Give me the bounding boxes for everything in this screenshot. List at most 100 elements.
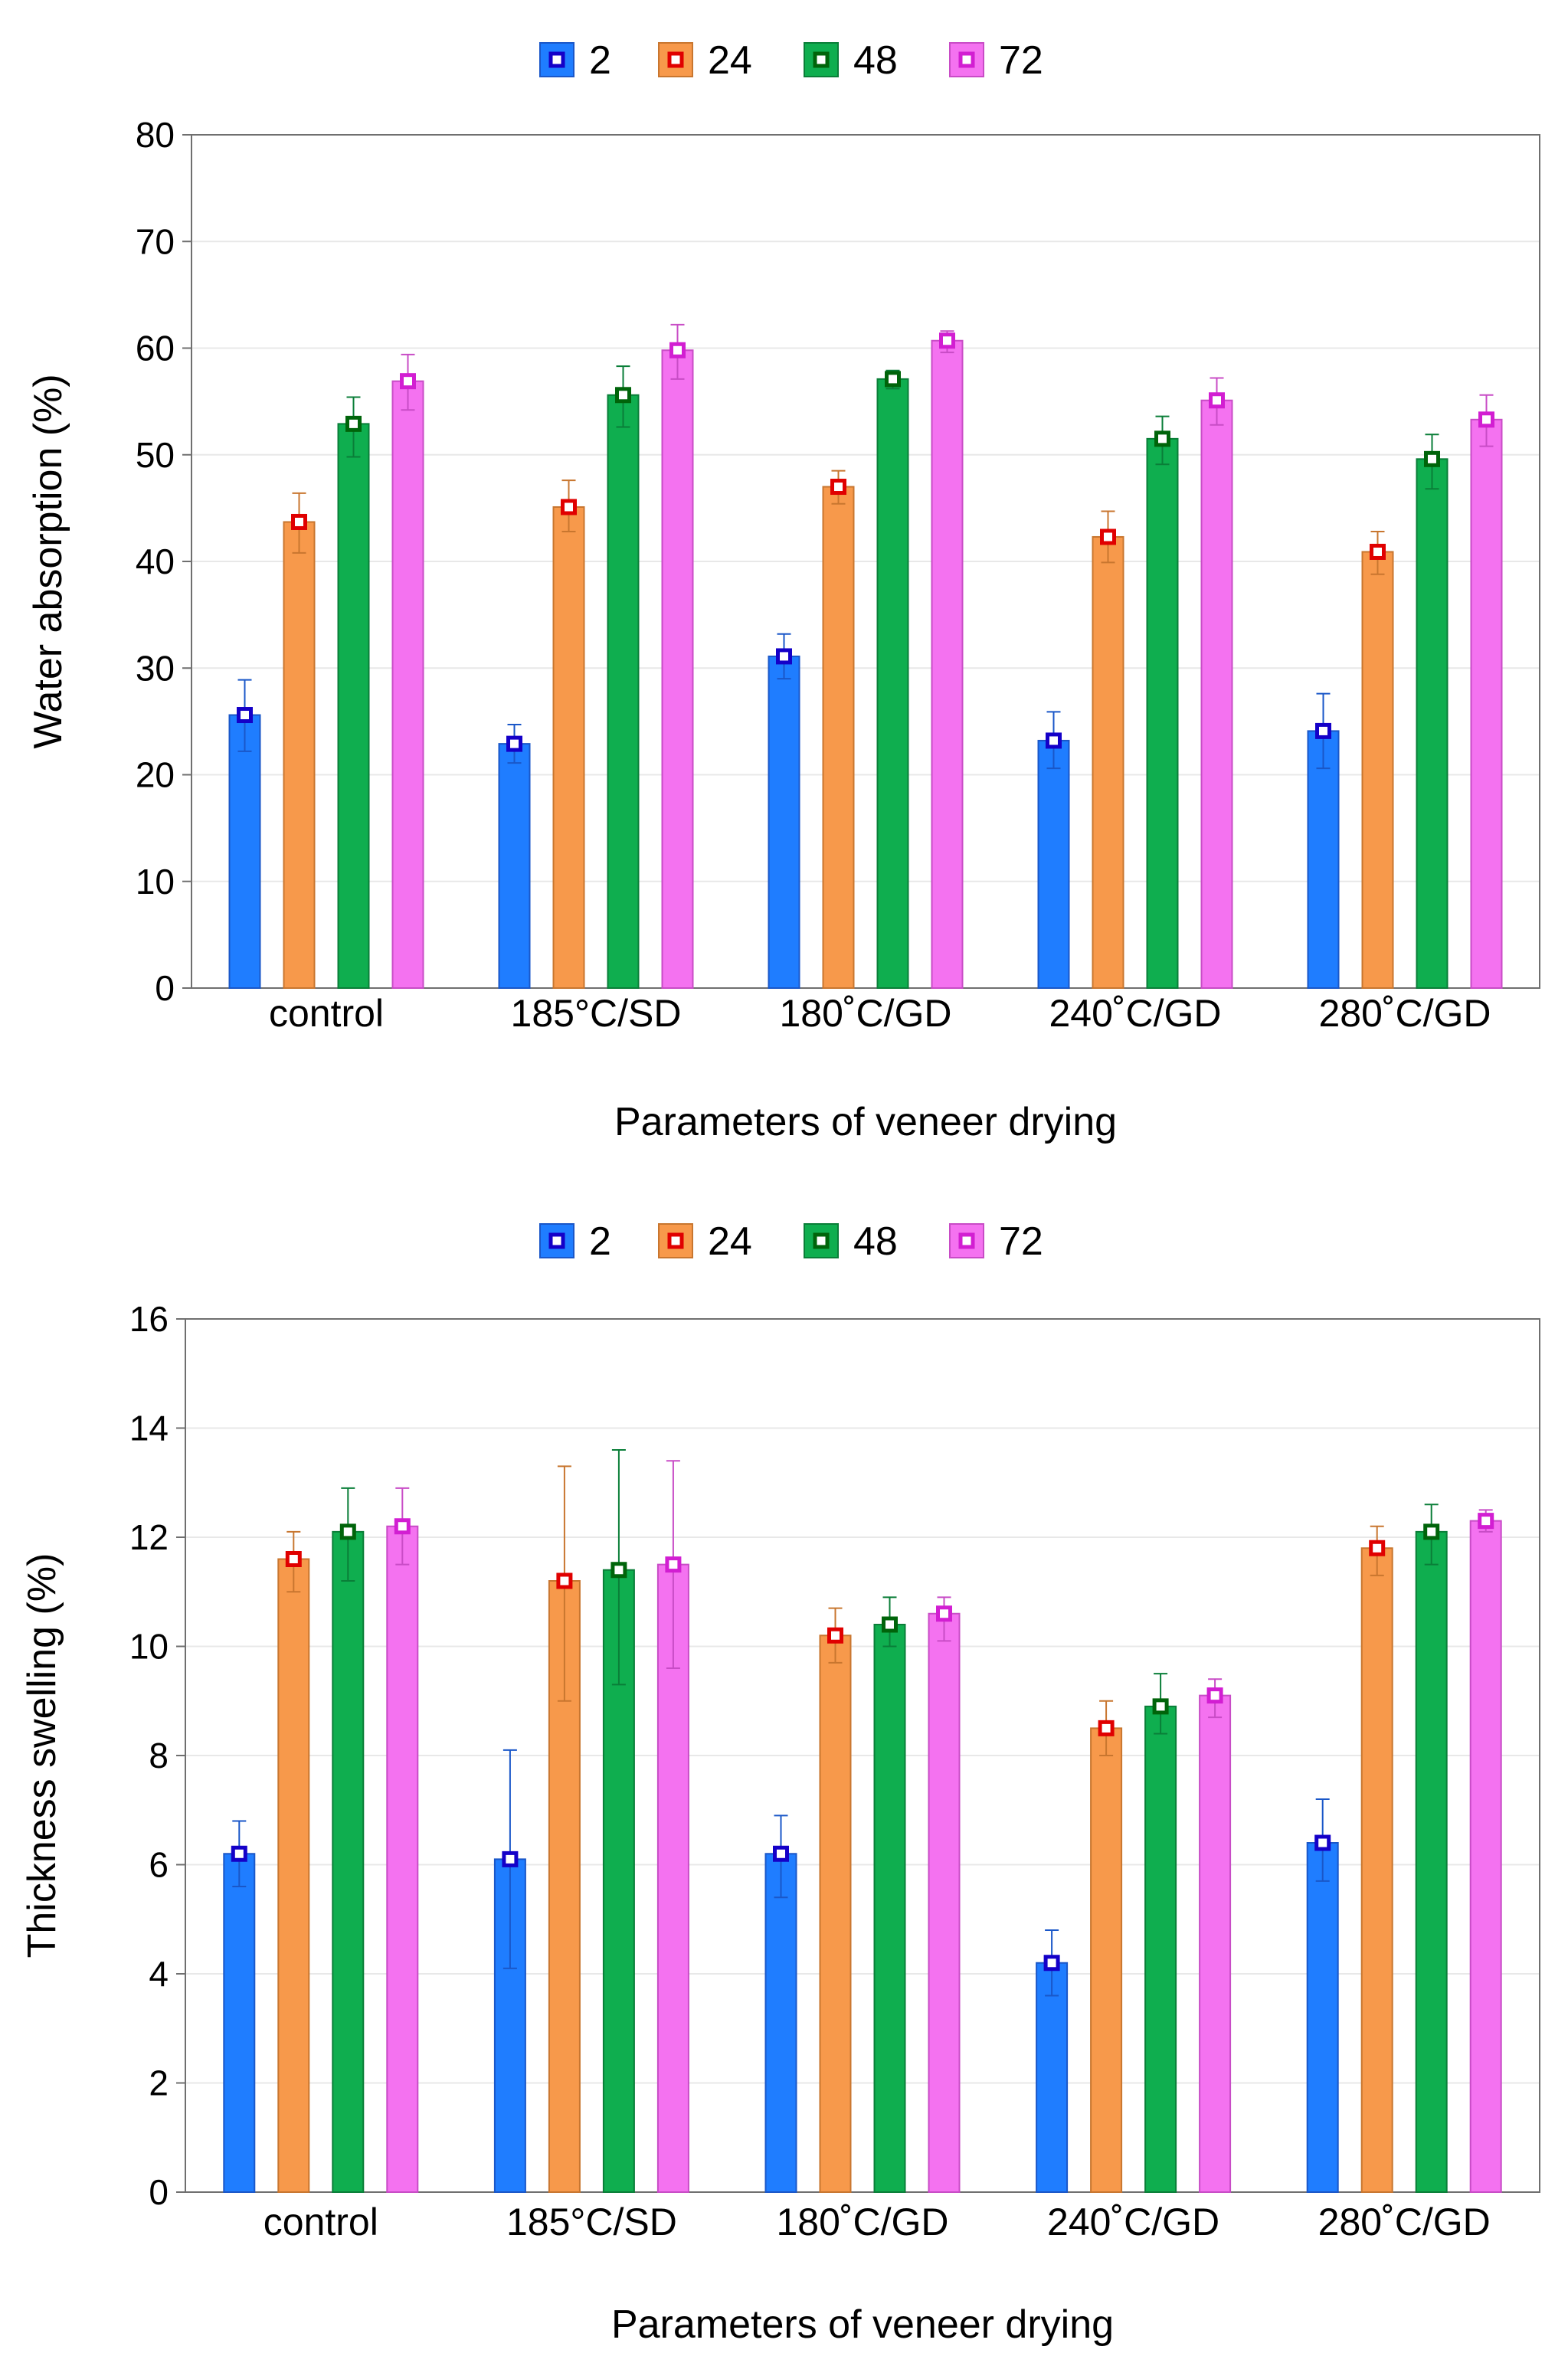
- mean-marker: [400, 373, 416, 390]
- legend-marker: [548, 51, 565, 68]
- y-tick-label: 10: [136, 862, 175, 902]
- x-tick-label: 240˚C/GD: [1049, 992, 1221, 1035]
- bar: [1199, 1694, 1232, 2193]
- mean-marker: [506, 735, 522, 752]
- y-tick-label: 12: [129, 1517, 169, 1557]
- y-axis-title: Water absorption (%): [26, 374, 70, 748]
- y-axis-title: Thickness swelling (%): [20, 1553, 64, 1959]
- x-tick-label: 185°C/SD: [506, 2201, 677, 2243]
- mean-marker: [561, 499, 577, 515]
- mean-marker: [1478, 1513, 1494, 1530]
- x-tick-label: 280˚C/GD: [1318, 992, 1491, 1035]
- y-tick-label: 20: [136, 755, 175, 795]
- mean-marker: [339, 1523, 356, 1540]
- bar: [764, 1853, 797, 2193]
- plot-frame: [191, 134, 1540, 989]
- mean-marker: [1370, 543, 1386, 560]
- mean-marker: [1314, 1834, 1331, 1851]
- y-tick-label: 30: [136, 648, 175, 688]
- mean-marker: [1369, 1540, 1386, 1556]
- y-tick-label: 14: [129, 1409, 169, 1448]
- legend-label: 72: [999, 1219, 1043, 1264]
- bar: [1146, 437, 1179, 989]
- bar: [1416, 458, 1449, 989]
- legend-label: 24: [708, 1219, 752, 1264]
- mean-marker: [1423, 1523, 1440, 1540]
- mean-marker: [1100, 528, 1116, 545]
- mean-marker: [1206, 1687, 1223, 1704]
- mean-marker: [345, 415, 362, 432]
- mean-marker: [1209, 392, 1225, 409]
- y-tick-label: 6: [149, 1845, 169, 1885]
- legend-marker: [958, 1232, 975, 1249]
- bar: [1360, 1547, 1393, 2193]
- bar: [822, 486, 855, 989]
- bar: [928, 1612, 961, 2193]
- bar: [332, 1530, 365, 2193]
- bar: [1470, 418, 1503, 989]
- y-tick-label: 40: [136, 542, 175, 581]
- mean-marker: [1478, 411, 1494, 428]
- mean-marker: [231, 1845, 247, 1862]
- x-tick-label: 280˚C/GD: [1318, 2201, 1491, 2243]
- mean-marker: [556, 1572, 573, 1589]
- x-tick-label: 180˚C/GD: [776, 2201, 948, 2243]
- y-tick-label: 2: [149, 2063, 169, 2103]
- y-tick-label: 70: [136, 221, 175, 261]
- y-tick-label: 10: [129, 1627, 169, 1667]
- legend-marker: [813, 51, 830, 68]
- mean-marker: [665, 1556, 682, 1573]
- bar: [283, 521, 316, 989]
- x-axis-title: Parameters of veneer drying: [614, 1100, 1117, 1144]
- bar: [1200, 399, 1233, 989]
- bar: [661, 349, 694, 990]
- bar: [223, 1853, 256, 2193]
- y-tick-label: 16: [129, 1299, 169, 1339]
- bar: [1415, 1530, 1448, 2193]
- x-tick-label: control: [269, 992, 384, 1035]
- bar: [277, 1558, 310, 2193]
- mean-marker: [615, 387, 631, 404]
- bar: [1092, 535, 1124, 989]
- x-tick-label: 240˚C/GD: [1047, 2201, 1219, 2243]
- bar: [228, 714, 261, 990]
- mean-marker: [830, 479, 846, 496]
- bar: [1037, 739, 1070, 989]
- y-tick-label: 50: [136, 435, 175, 475]
- bar: [876, 378, 909, 989]
- mean-marker: [394, 1518, 411, 1535]
- legend-label: 48: [853, 38, 898, 83]
- legend-label: 24: [708, 38, 752, 83]
- y-tick-label: 4: [149, 1954, 169, 1994]
- mean-marker: [285, 1551, 302, 1567]
- legend-label: 2: [589, 38, 611, 83]
- mean-marker: [1154, 430, 1170, 447]
- legend-label: 48: [853, 1219, 898, 1264]
- x-axis-title: Parameters of veneer drying: [611, 2302, 1114, 2347]
- legend-marker: [667, 51, 684, 68]
- mean-marker: [1152, 1698, 1169, 1715]
- mean-marker: [936, 1605, 952, 1622]
- y-tick-label: 80: [136, 115, 175, 155]
- legend-label: 2: [589, 1219, 611, 1264]
- mean-marker: [827, 1627, 843, 1644]
- mean-marker: [237, 707, 253, 724]
- bar: [391, 380, 424, 990]
- y-tick-label: 60: [136, 329, 175, 368]
- y-tick-label: 0: [149, 2172, 169, 2212]
- y-tick-label: 8: [149, 1736, 169, 1775]
- x-tick-label: 185°C/SD: [511, 992, 682, 1035]
- bar: [768, 655, 800, 989]
- bar: [1036, 1962, 1069, 2193]
- bar: [386, 1525, 419, 2193]
- legend-marker: [667, 1232, 684, 1249]
- bar: [337, 423, 370, 989]
- x-tick-label: control: [264, 2201, 378, 2243]
- mean-marker: [611, 1562, 627, 1579]
- bar: [819, 1635, 852, 2193]
- bar: [1307, 730, 1340, 989]
- legend-label: 72: [999, 38, 1043, 83]
- mean-marker: [1043, 1955, 1060, 1972]
